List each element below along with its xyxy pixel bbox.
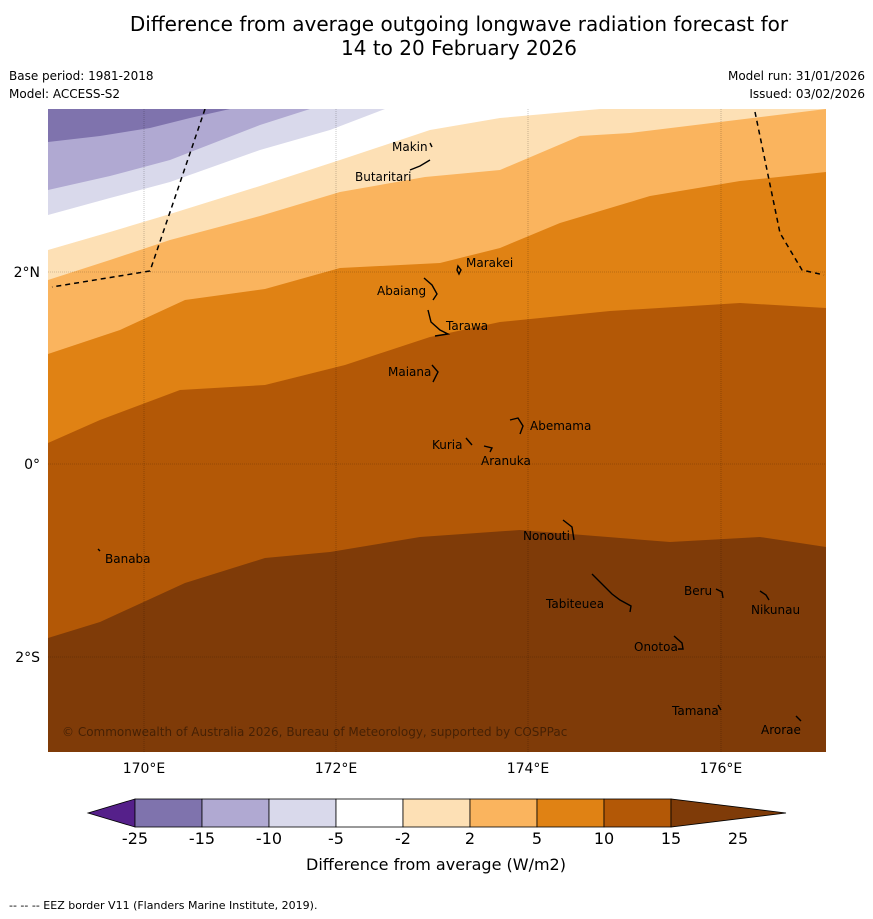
colorbar-tick-label: -10 — [256, 829, 282, 848]
island-shape-nikunau — [759, 590, 770, 601]
eez-border-west — [51, 109, 206, 288]
colorbar-swatch-7 — [536, 798, 605, 828]
island-label-beru: Beru — [684, 584, 712, 598]
colorbar-label: Difference from average (W/m2) — [306, 855, 566, 874]
base-period: Base period: 1981-2018 — [9, 69, 154, 83]
island-label-makin: Makin — [392, 140, 428, 154]
colorbar-tick-label: 2 — [465, 829, 475, 848]
island-shape-tarawa — [427, 309, 451, 337]
model-run: Model run: 31/01/2026 — [727, 69, 865, 83]
lon-label-170: 170°E — [123, 761, 166, 777]
colorbar-tick-label: 25 — [728, 829, 748, 848]
colorbar-tick-label: -2 — [395, 829, 411, 848]
colorbar-swatch-8 — [603, 798, 672, 828]
island-shape-abemama — [509, 417, 524, 435]
title-line-1: Difference from average outgoing longwav… — [129, 12, 789, 36]
colorbar-swatch-1 — [134, 798, 203, 828]
island-label-butaritari: Butaritari — [355, 170, 412, 184]
island-labels: Makin Butaritari Marakei Abaiang Tarawa … — [105, 140, 801, 737]
colorbar-swatch-5 — [402, 798, 471, 828]
island-label-aranuka: Aranuka — [481, 454, 531, 468]
island-shape-beru — [715, 588, 724, 599]
island-label-kuria: Kuria — [432, 438, 463, 452]
axis-labels: 2°N 0° 2°S 170°E 172°E 174°E 176°E — [14, 265, 743, 777]
island-label-maiana: Maiana — [388, 365, 431, 379]
lon-label-176: 176°E — [700, 761, 743, 777]
gridlines — [48, 109, 826, 752]
colorbar-tick-label: 5 — [532, 829, 542, 848]
island-shape-marakei — [456, 264, 462, 276]
colorbar-swatch-4 — [335, 798, 404, 828]
lat-label-2n: 2°N — [14, 265, 40, 281]
colorbar-tick-label: -25 — [122, 829, 148, 848]
meta-left: Base period: 1981-2018 Model: ACCESS-S2 — [9, 67, 154, 103]
colorbar-swatch-6 — [469, 798, 538, 828]
island-shape-nonouti — [562, 519, 575, 541]
island-shape-tamana — [717, 704, 722, 711]
island-label-nikunau: Nikunau — [751, 603, 800, 617]
colorbar-swatch-3 — [268, 798, 337, 828]
colorbar-tick-label: -15 — [189, 829, 215, 848]
copyright-notice: © Commonwealth of Australia 2026, Bureau… — [62, 725, 567, 739]
island-label-abemama: Abemama — [530, 419, 591, 433]
map-plot-area: Makin Butaritari Marakei Abaiang Tarawa … — [48, 109, 826, 752]
island-label-tabiteuea: Tabiteuea — [545, 597, 604, 611]
island-label-arorae: Arorae — [761, 723, 801, 737]
colorbar-tick-label: 10 — [594, 829, 614, 848]
island-shape-aranuka — [483, 445, 494, 453]
meta-right: Model run: 31/01/2026 Issued: 03/02/2026 — [728, 67, 865, 103]
island-label-marakei: Marakei — [466, 256, 513, 270]
map-title: Difference from average outgoing longwav… — [0, 12, 873, 60]
lon-label-172: 172°E — [315, 761, 358, 777]
lat-label-0: 0° — [24, 457, 40, 473]
colorbar-tick-label: -5 — [328, 829, 344, 848]
lat-label-2s: 2°S — [15, 650, 40, 666]
island-shape-onotoa — [673, 635, 684, 650]
island-shape-banaba — [97, 548, 101, 552]
model-name: Model: ACCESS-S2 — [9, 87, 121, 101]
island-label-banaba: Banaba — [105, 552, 151, 566]
eez-footnote: -- -- -- EEZ border V11 (Flanders Marine… — [9, 899, 318, 912]
colorbar-extend-high — [670, 798, 787, 828]
colorbar-swatch-2 — [201, 798, 270, 828]
issued-date: Issued: 03/02/2026 — [749, 87, 865, 101]
island-label-onotoa: Onotoa — [634, 640, 678, 654]
island-shape-makin — [429, 142, 433, 148]
lon-label-174: 174°E — [507, 761, 550, 777]
title-line-2: 14 to 20 February 2026 — [341, 36, 577, 60]
island-shape-maiana — [431, 364, 439, 383]
island-shape-arorae — [795, 715, 802, 722]
island-label-tarawa: Tarawa — [445, 319, 488, 333]
colorbar-extend-low — [86, 798, 136, 828]
island-shape-butaritari — [409, 159, 431, 171]
island-shape-tabiteuea — [591, 573, 632, 613]
island-label-nonouti: Nonouti — [523, 529, 570, 543]
colorbar-tick-label: 15 — [661, 829, 681, 848]
eez-border-east — [754, 111, 825, 276]
band-minus15-minus10 — [48, 109, 230, 142]
colorbar: -25 -15 -10 -5 -2 2 5 10 15 25 — [86, 798, 787, 848]
island-outlines — [97, 142, 802, 722]
island-shape-kuria — [465, 437, 473, 446]
island-label-tamana: Tamana — [671, 704, 719, 718]
island-label-abaiang: Abaiang — [377, 284, 426, 298]
island-shape-abaiang — [423, 277, 438, 301]
